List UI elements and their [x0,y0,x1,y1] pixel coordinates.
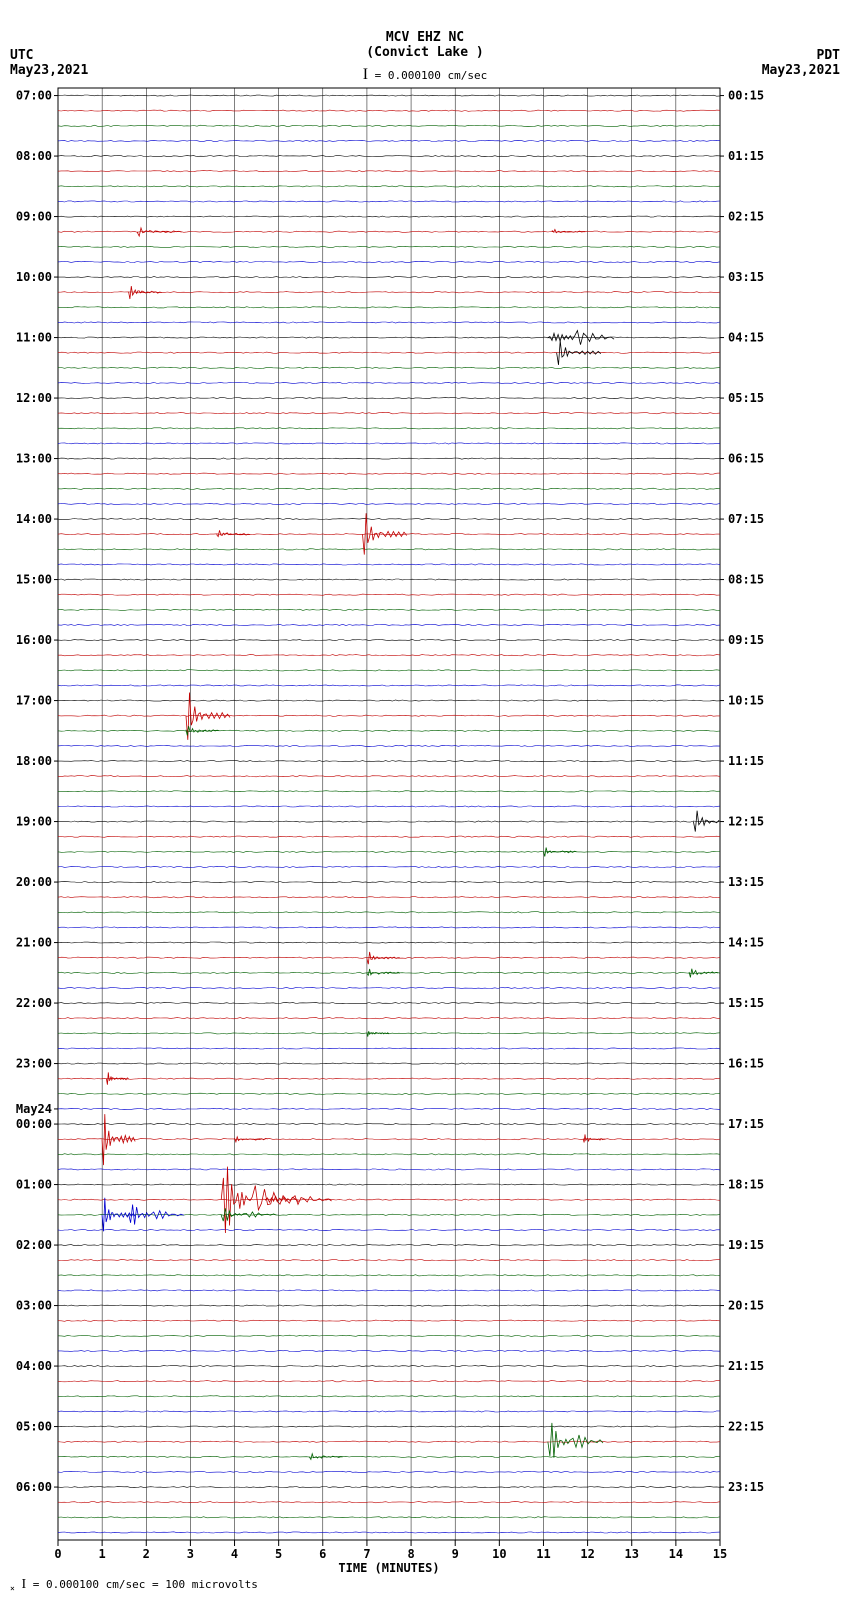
svg-text:07:00: 07:00 [16,89,52,103]
svg-text:16:15: 16:15 [728,1057,764,1071]
svg-text:14:15: 14:15 [728,936,764,950]
svg-text:06:00: 06:00 [16,1480,52,1494]
svg-text:7: 7 [363,1547,370,1561]
svg-text:06:15: 06:15 [728,452,764,466]
svg-text:10:00: 10:00 [16,270,52,284]
svg-text:10:15: 10:15 [728,694,764,708]
svg-text:8: 8 [407,1547,414,1561]
footer-bar-icon: I [21,1577,26,1592]
svg-text:15: 15 [713,1547,727,1561]
svg-text:18:00: 18:00 [16,754,52,768]
svg-text:16:00: 16:00 [16,633,52,647]
svg-text:10: 10 [492,1547,506,1561]
svg-text:04:15: 04:15 [728,331,764,345]
svg-text:11: 11 [536,1547,550,1561]
svg-text:00:15: 00:15 [728,89,764,103]
svg-text:19:15: 19:15 [728,1238,764,1252]
svg-text:17:00: 17:00 [16,694,52,708]
svg-text:1: 1 [99,1547,106,1561]
svg-text:01:15: 01:15 [728,149,764,163]
svg-text:12: 12 [580,1547,594,1561]
svg-text:14: 14 [669,1547,683,1561]
svg-text:09:15: 09:15 [728,633,764,647]
svg-text:09:00: 09:00 [16,210,52,224]
svg-text:02:15: 02:15 [728,210,764,224]
svg-text:07:15: 07:15 [728,512,764,526]
svg-text:23:00: 23:00 [16,1057,52,1071]
svg-text:19:00: 19:00 [16,815,52,829]
svg-text:0: 0 [54,1547,61,1561]
svg-text:02:00: 02:00 [16,1238,52,1252]
svg-text:05:00: 05:00 [16,1420,52,1434]
svg-text:18:15: 18:15 [728,1178,764,1192]
footer-text: = 0.000100 cm/sec = 100 microvolts [33,1578,258,1591]
svg-text:May24: May24 [16,1102,52,1116]
svg-text:11:00: 11:00 [16,331,52,345]
svg-text:17:15: 17:15 [728,1117,764,1131]
svg-text:9: 9 [452,1547,459,1561]
svg-text:05:15: 05:15 [728,391,764,405]
svg-text:12:00: 12:00 [16,391,52,405]
svg-text:23:15: 23:15 [728,1480,764,1494]
svg-text:6: 6 [319,1547,326,1561]
seismogram-plot: 0123456789101112131415TIME (MINUTES)07:0… [0,0,850,1590]
footer-scale: × I = 0.000100 cm/sec = 100 microvolts [10,1577,258,1593]
svg-text:01:00: 01:00 [16,1178,52,1192]
svg-text:14:00: 14:00 [16,512,52,526]
svg-text:20:00: 20:00 [16,875,52,889]
svg-text:22:00: 22:00 [16,996,52,1010]
svg-text:15:00: 15:00 [16,573,52,587]
svg-text:3: 3 [187,1547,194,1561]
svg-text:11:15: 11:15 [728,754,764,768]
footer-sub-icon: × [10,1584,15,1593]
svg-text:03:15: 03:15 [728,270,764,284]
svg-text:13:15: 13:15 [728,875,764,889]
svg-text:20:15: 20:15 [728,1299,764,1313]
svg-text:2: 2 [143,1547,150,1561]
svg-text:4: 4 [231,1547,238,1561]
svg-text:TIME (MINUTES): TIME (MINUTES) [338,1561,439,1575]
svg-text:04:00: 04:00 [16,1359,52,1373]
svg-text:12:15: 12:15 [728,815,764,829]
svg-text:08:15: 08:15 [728,573,764,587]
svg-text:21:00: 21:00 [16,936,52,950]
svg-text:21:15: 21:15 [728,1359,764,1373]
svg-text:03:00: 03:00 [16,1299,52,1313]
svg-text:13: 13 [625,1547,639,1561]
seismogram-container: MCV EHZ NC (Convict Lake ) UTC May23,202… [0,0,850,1613]
svg-text:13:00: 13:00 [16,452,52,466]
svg-text:00:00: 00:00 [16,1117,52,1131]
svg-text:22:15: 22:15 [728,1420,764,1434]
svg-text:5: 5 [275,1547,282,1561]
svg-text:15:15: 15:15 [728,996,764,1010]
svg-text:08:00: 08:00 [16,149,52,163]
